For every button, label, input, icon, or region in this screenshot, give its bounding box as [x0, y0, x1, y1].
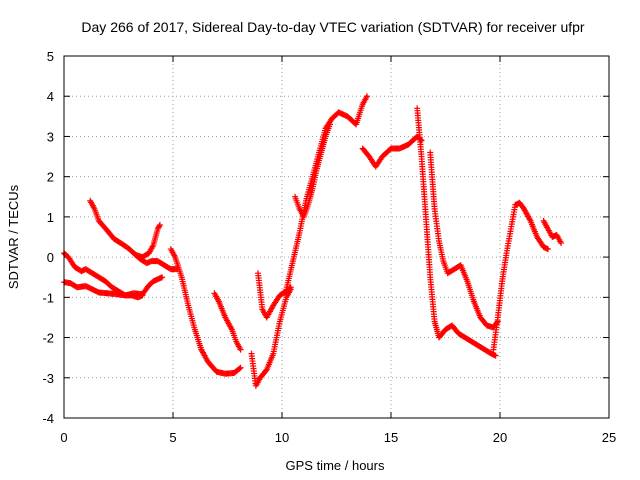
- series-arc-7: [248, 286, 294, 389]
- data-point: [544, 246, 551, 253]
- x-tick-label: 25: [602, 430, 616, 445]
- data-point: [159, 274, 166, 281]
- series-arc-14: [490, 199, 551, 353]
- y-tick-label: 5: [47, 49, 54, 64]
- x-tick-label: 0: [60, 430, 67, 445]
- data-point: [364, 93, 371, 100]
- y-axis-label: SDTVAR / TECUs: [6, 184, 21, 289]
- data-point: [237, 346, 244, 353]
- y-tick-label: 4: [47, 89, 54, 104]
- series-arc-12: [414, 105, 499, 359]
- data-point: [286, 285, 293, 292]
- data-point: [156, 221, 163, 228]
- y-tick-label: 1: [47, 210, 54, 225]
- series-arc-2: [61, 250, 146, 301]
- y-tick-label: -1: [42, 290, 54, 305]
- chart-title: Day 266 of 2017, Sidereal Day-to-day VTE…: [81, 19, 585, 35]
- x-tick-label: 5: [169, 430, 176, 445]
- series-arc-6: [211, 290, 244, 353]
- plot-frame: [63, 55, 610, 419]
- data-point: [236, 365, 243, 372]
- series-arc-11: [359, 133, 425, 170]
- data-point: [492, 352, 499, 359]
- y-tick-label: -4: [42, 411, 54, 426]
- x-tick-label: 20: [493, 430, 507, 445]
- y-tick-label: 3: [47, 129, 54, 144]
- data-point: [558, 240, 565, 247]
- x-tick-label: 15: [384, 430, 398, 445]
- series-arc-4: [130, 250, 181, 273]
- y-tick-label: -2: [42, 331, 54, 346]
- y-tick-label: 2: [47, 170, 54, 185]
- data-series-group: [61, 93, 565, 389]
- y-tick-label: 0: [47, 250, 54, 265]
- series-arc-13: [427, 149, 501, 331]
- data-point: [156, 223, 163, 230]
- y-tick-label: -3: [42, 371, 54, 386]
- series-arc-5: [167, 246, 244, 377]
- data-point: [237, 364, 244, 371]
- series-arc-15: [540, 217, 565, 247]
- series-arc-3: [87, 197, 163, 261]
- data-point: [139, 292, 146, 299]
- x-tick-label: 10: [275, 430, 289, 445]
- x-axis-label: GPS time / hours: [286, 458, 385, 473]
- grid-lines: [64, 56, 609, 418]
- series-arc-10: [283, 93, 371, 293]
